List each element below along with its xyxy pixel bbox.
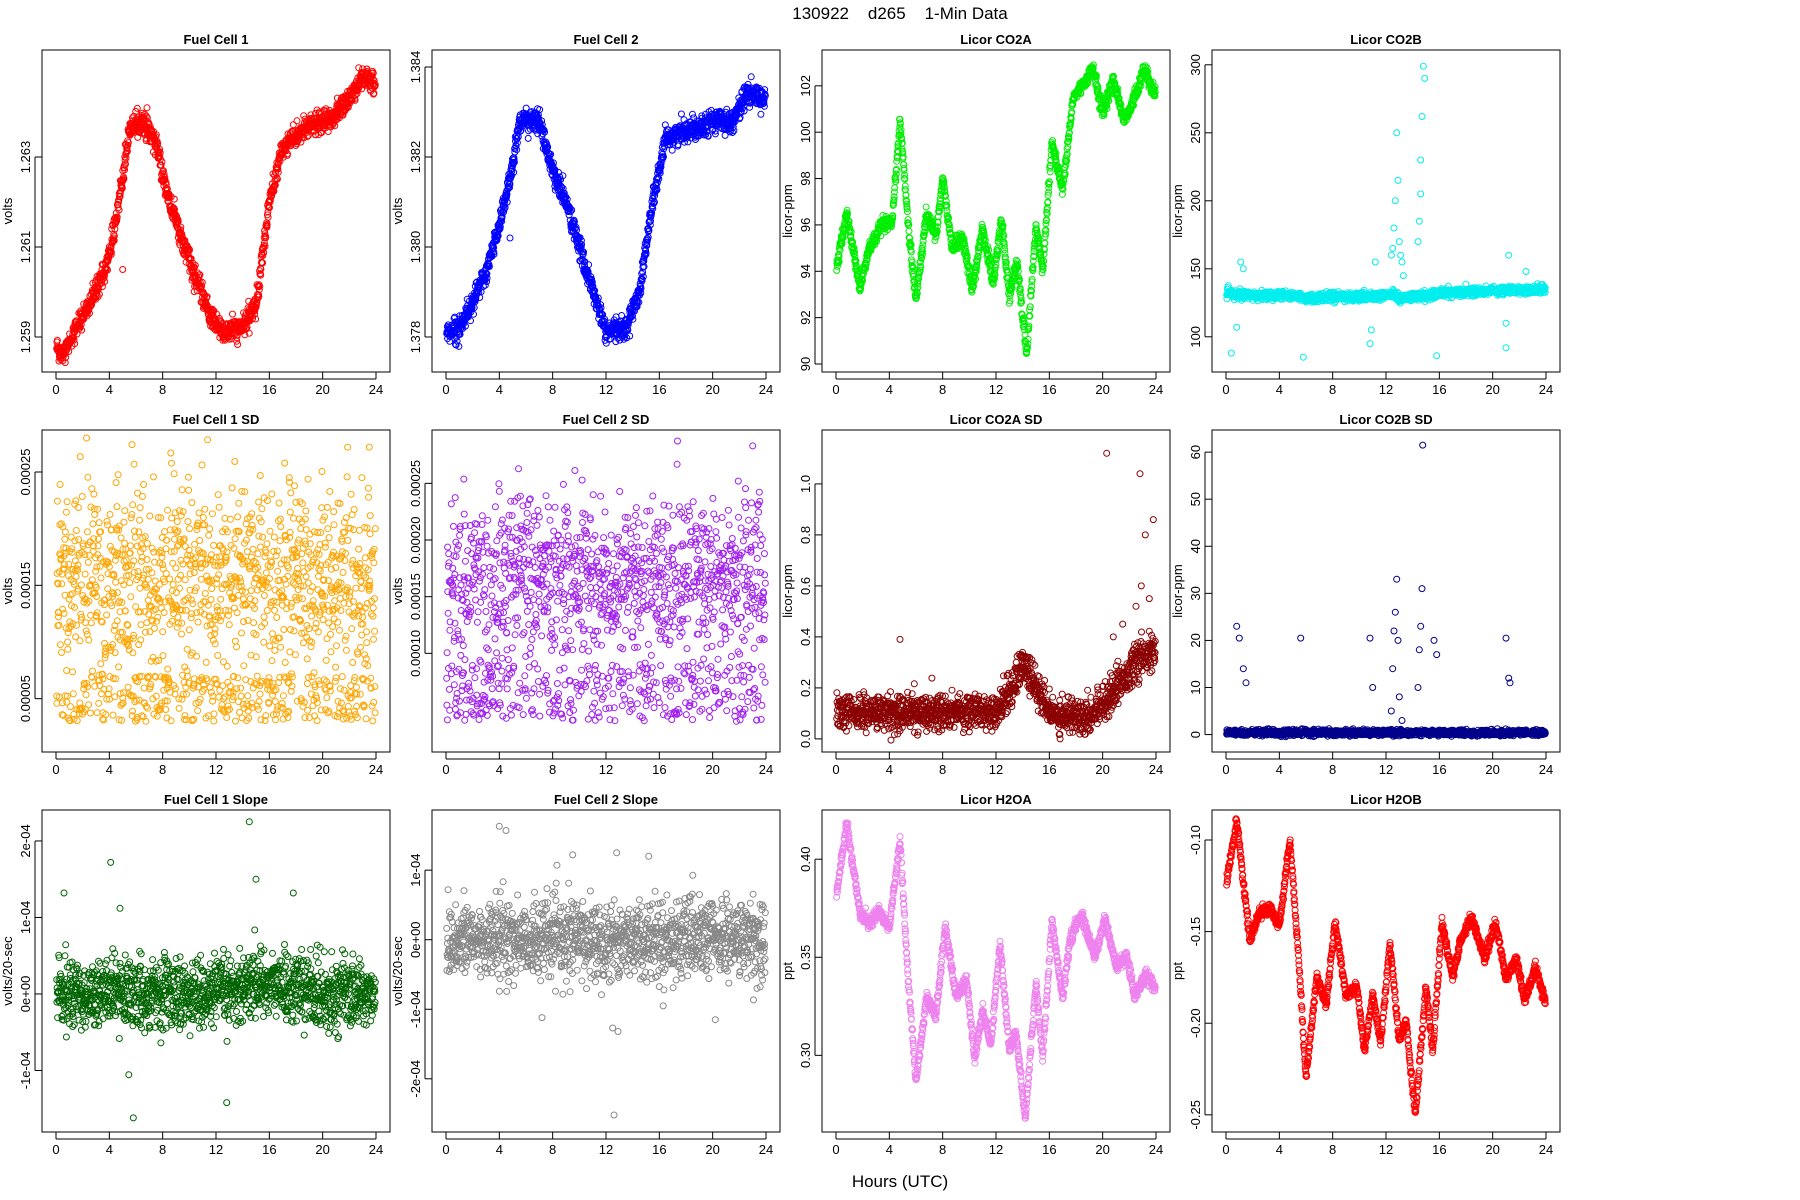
data-point — [230, 311, 236, 317]
y-tick-label: 96 — [798, 218, 813, 232]
data-point — [892, 185, 898, 191]
y-tick-label: 102 — [798, 75, 813, 97]
x-tick-label: 16 — [1042, 382, 1056, 397]
panel-title: Fuel Cell 1 — [183, 32, 248, 47]
x-tick-label: 20 — [1095, 382, 1109, 397]
y-tick-label: 1.380 — [408, 231, 423, 264]
y-axis-label: licor-ppm — [780, 184, 795, 237]
x-tick-label: 4 — [886, 382, 893, 397]
panel-0: Fuel Cell 1 0 4 8 12 16 20 24 1.259 1.261 1.263 vol… — [0, 32, 390, 397]
outlier-point — [120, 267, 126, 273]
x-tick-label: 12 — [599, 382, 613, 397]
x-tick-label: 16 — [652, 382, 666, 397]
x-tick-label: 24 — [759, 382, 773, 397]
panel-title: Licor CO2B — [1350, 32, 1422, 47]
data-point — [144, 105, 150, 111]
x-tick-label: 4 — [106, 382, 113, 397]
y-tick-label: 300 — [1188, 54, 1203, 76]
y-axis-label: volts — [390, 197, 405, 224]
data-point — [690, 111, 696, 117]
panel-1: Fuel Cell 2 0 4 8 12 16 20 24 1.378 1.380 1.382 1.3… — [390, 32, 780, 397]
data-point — [1047, 169, 1053, 175]
x-tick-label: 0 — [52, 382, 59, 397]
data-point — [294, 118, 300, 124]
y-tick-label: 1.384 — [408, 51, 423, 84]
x-tick-label: 12 — [1379, 382, 1393, 397]
series-points — [54, 65, 379, 366]
x-tick-label: 8 — [1329, 382, 1336, 397]
x-tick-label: 12 — [989, 382, 1003, 397]
y-tick-label: 1.261 — [18, 231, 33, 264]
data-point — [669, 147, 675, 153]
data-point — [923, 204, 929, 210]
y-axis-label: volts — [0, 197, 15, 224]
y-tick-label: 98 — [798, 171, 813, 185]
x-tick-label: 0 — [1222, 382, 1229, 397]
y-tick-label: 94 — [798, 264, 813, 278]
series-points — [834, 62, 1159, 357]
x-tick-label: 20 — [315, 382, 329, 397]
data-point — [525, 135, 531, 141]
x-tick-label: 8 — [549, 382, 556, 397]
y-tick-label: 200 — [1188, 190, 1203, 212]
x-tick-label: 24 — [1539, 382, 1553, 397]
x-tick-label: 12 — [209, 382, 223, 397]
outlier-point — [507, 235, 513, 241]
y-tick-label: 1.263 — [18, 141, 33, 174]
data-point — [758, 111, 764, 117]
data-point — [748, 74, 754, 80]
panel-title: Fuel Cell 2 — [573, 32, 638, 47]
y-tick-label: 100 — [798, 121, 813, 143]
x-tick-label: 8 — [159, 382, 166, 397]
y-tick-label: 150 — [1188, 258, 1203, 280]
plot-frame — [1212, 50, 1560, 372]
x-tick-label: 20 — [1485, 382, 1499, 397]
y-tick-label: 100 — [1188, 326, 1203, 348]
x-tick-label: 24 — [1149, 382, 1163, 397]
y-axis-label: licor-ppm — [1170, 184, 1185, 237]
x-tick-label: 0 — [442, 382, 449, 397]
x-tick-label: 20 — [705, 382, 719, 397]
x-tick-label: 4 — [1276, 382, 1283, 397]
x-tick-label: 4 — [496, 382, 503, 397]
y-tick-label: 1.382 — [408, 141, 423, 174]
data-point — [906, 228, 912, 234]
panel-2: Licor CO2A 0 4 8 12 16 20 24 90 92 94 96 98 100 102 lic… — [780, 32, 1170, 397]
series-points — [444, 74, 769, 350]
x-tick-label: 16 — [1432, 382, 1446, 397]
x-tick-label: 16 — [262, 382, 276, 397]
y-tick-label: 92 — [798, 310, 813, 324]
x-tick-label: 0 — [832, 382, 839, 397]
data-point — [678, 111, 684, 117]
y-tick-label: 1.259 — [18, 321, 33, 354]
data-point — [290, 122, 296, 128]
y-tick-label: 1.378 — [408, 321, 423, 354]
panel-3: Licor CO2B 0 4 8 12 16 20 24 100 150 200 250 300 lico… — [1170, 32, 1560, 397]
panel-title: Licor CO2A — [960, 32, 1032, 47]
x-tick-label: 8 — [939, 382, 946, 397]
x-tick-label: 24 — [369, 382, 383, 397]
series-points — [1224, 63, 1549, 360]
y-tick-label: 90 — [798, 357, 813, 371]
y-tick-label: 250 — [1188, 122, 1203, 144]
chart-grid: Fuel Cell 1 0 4 8 12 16 20 24 1.259 1.261 1.263 vol… — [0, 0, 1800, 1200]
